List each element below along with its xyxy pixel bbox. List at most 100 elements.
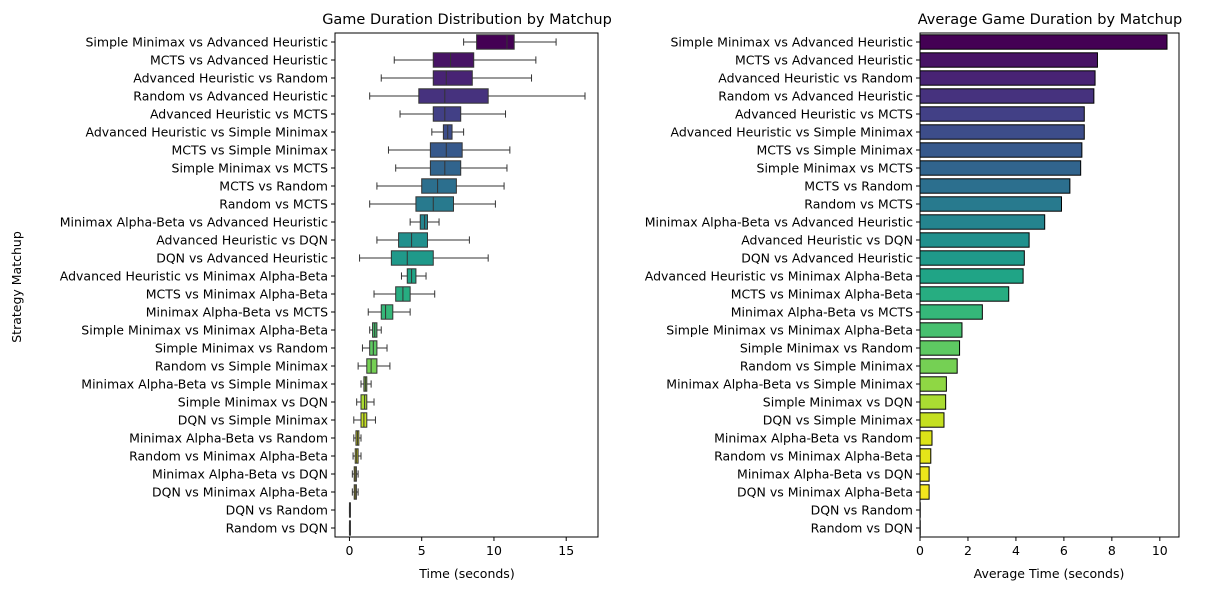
box-10 <box>410 215 439 229</box>
boxplot-y-tick-label: Advanced Heuristic vs Random <box>133 71 328 86</box>
bar-y-tick-label: Simple Minimax vs Minimax Alpha-Beta <box>666 323 913 338</box>
box-0 <box>464 35 556 49</box>
box-body <box>430 161 460 175</box>
boxplot-y-tick-label: Simple Minimax vs Random <box>155 341 328 356</box>
bar-y-tick-label: Simple Minimax vs Advanced Heuristic <box>671 35 914 50</box>
bar-panel: Average Game Duration by Matchup Average… <box>645 12 1183 581</box>
box-20 <box>357 395 374 409</box>
box-13 <box>401 269 426 283</box>
bar-marks <box>920 35 1167 535</box>
box-15 <box>368 305 410 319</box>
bar <box>920 125 1084 139</box>
boxplot-panel: Game Duration Distribution by Matchup St… <box>9 12 612 581</box>
bar-y-ticks: Simple Minimax vs Advanced Heuristic MCTS… <box>645 35 920 536</box>
bar-y-tick-label: Advanced Heuristic vs Random <box>718 71 913 86</box>
bar <box>920 71 1095 85</box>
boxplot-axes-frame <box>335 33 598 537</box>
boxplot-marks <box>349 35 585 535</box>
bar <box>920 197 1061 211</box>
bar <box>920 107 1084 121</box>
bar-x-tick-label: 4 <box>1012 543 1020 558</box>
boxplot-x-tick-label: 5 <box>418 543 426 558</box>
bar-y-tick-label: MCTS vs Random <box>804 179 913 194</box>
boxplot-y-tick-label: Simple Minimax vs Advanced Heuristic <box>86 35 329 50</box>
box-12 <box>360 251 489 265</box>
bar-y-tick-label: Simple Minimax vs Random <box>740 341 913 356</box>
box-body <box>422 179 457 193</box>
bar-y-tick-label: Simple Minimax vs DQN <box>763 395 913 410</box>
bar-y-tick-label: MCTS vs Simple Minimax <box>757 143 913 158</box>
boxplot-y-tick-label: Random vs Advanced Heuristic <box>133 89 328 104</box>
box-2 <box>381 71 531 85</box>
box-body <box>419 89 488 103</box>
boxplot-y-tick-label: Minimax Alpha-Beta vs Simple Minimax <box>81 377 328 392</box>
bar-y-tick-label: Advanced Heuristic vs Minimax Alpha-Beta <box>645 269 913 284</box>
boxplot-y-tick-label: DQN vs Simple Minimax <box>178 413 328 428</box>
boxplot-y-tick-label: Minimax Alpha-Beta vs Advanced Heuristic <box>60 215 328 230</box>
bar-x-axis-label: Average Time (seconds) <box>974 566 1125 581</box>
box-body <box>433 53 473 67</box>
box-9 <box>370 197 496 211</box>
box-17 <box>362 341 387 355</box>
box-23 <box>353 449 361 463</box>
box-22 <box>354 431 361 445</box>
boxplot-y-tick-label: Simple Minimax vs MCTS <box>172 161 329 176</box>
bar-y-tick-label: Advanced Heuristic vs MCTS <box>735 107 913 122</box>
box-body <box>361 395 367 409</box>
boxplot-x-tick-label: 0 <box>345 543 353 558</box>
boxplot-y-tick-label: Minimax Alpha-Beta vs MCTS <box>146 305 328 320</box>
box-11 <box>377 233 469 247</box>
boxplot-y-tick-label: Simple Minimax vs Minimax Alpha-Beta <box>81 323 328 338</box>
box-body <box>433 71 472 85</box>
bar-y-tick-label: Random vs Minimax Alpha-Beta <box>714 449 913 464</box>
bar <box>920 35 1167 49</box>
box-body <box>399 233 428 247</box>
bar <box>920 377 946 391</box>
boxplot-y-tick-label: Minimax Alpha-Beta vs Random <box>129 431 328 446</box>
box-18 <box>358 359 390 373</box>
bar <box>920 467 929 481</box>
bar-y-tick-label: Minimax Alpha-Beta vs Random <box>714 431 913 446</box>
box-25 <box>352 485 358 499</box>
box-5 <box>432 125 464 139</box>
box-body <box>367 359 377 373</box>
box-26 <box>349 503 350 517</box>
bar-y-tick-label: Random vs Simple Minimax <box>740 359 913 374</box>
bar-y-tick-label: Random vs Advanced Heuristic <box>718 89 913 104</box>
bar <box>920 359 957 373</box>
boxplot-title: Game Duration Distribution by Matchup <box>322 12 612 28</box>
boxplot-y-tick-label: DQN vs Minimax Alpha-Beta <box>152 485 328 500</box>
bar-x-tick-label: 2 <box>964 543 972 558</box>
bar <box>920 143 1082 157</box>
bar <box>920 431 932 445</box>
bar-y-tick-label: Random vs DQN <box>811 521 913 536</box>
box-8 <box>377 179 504 193</box>
boxplot-y-tick-label: Advanced Heuristic vs Minimax Alpha-Beta <box>60 269 328 284</box>
bar-x-tick-label: 6 <box>1060 543 1068 558</box>
boxplot-y-tick-label: MCTS vs Simple Minimax <box>172 143 328 158</box>
box-14 <box>374 287 435 301</box>
bar-x-tick-label: 10 <box>1152 543 1168 558</box>
bar-y-tick-label: Random vs MCTS <box>804 197 913 212</box>
boxplot-y-tick-label: Random vs Simple Minimax <box>155 359 328 374</box>
boxplot-x-tick-label: 15 <box>558 543 574 558</box>
bar <box>920 269 1023 283</box>
bar <box>920 53 1097 67</box>
box-body <box>420 215 427 229</box>
boxplot-y-tick-label: Minimax Alpha-Beta vs DQN <box>152 467 328 482</box>
boxplot-x-axis-label: Time (seconds) <box>418 566 514 581</box>
bar-y-tick-label: Minimax Alpha-Beta vs Simple Minimax <box>666 377 913 392</box>
bar-y-tick-label: DQN vs Random <box>811 503 913 518</box>
bar <box>920 215 1045 229</box>
boxplot-y-tick-label: MCTS vs Minimax Alpha-Beta <box>146 287 328 302</box>
boxplot-y-tick-label: Advanced Heuristic vs DQN <box>156 233 328 248</box>
box-body <box>381 305 393 319</box>
bar-y-tick-label: DQN vs Minimax Alpha-Beta <box>737 485 913 500</box>
bar-y-tick-label: Minimax Alpha-Beta vs MCTS <box>731 305 913 320</box>
box-body <box>433 107 460 121</box>
bar <box>920 449 931 463</box>
bar-y-tick-label: Simple Minimax vs MCTS <box>757 161 914 176</box>
boxplot-y-ticks: Simple Minimax vs Advanced Heuristic MCTS… <box>60 35 335 536</box>
boxplot-y-tick-label: Random vs DQN <box>226 521 328 536</box>
